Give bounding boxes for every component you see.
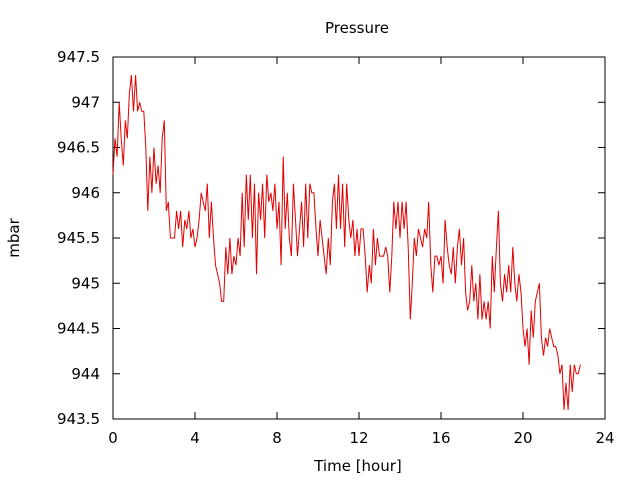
x-tick-label: 16: [431, 429, 450, 447]
x-tick-label: 0: [108, 429, 118, 447]
y-axis-label: mbar: [5, 217, 23, 257]
pressure-line: [112, 75, 581, 410]
x-tick-label: 20: [513, 429, 532, 447]
chart-title: Pressure: [325, 19, 389, 37]
y-tick-label: 945.5: [57, 229, 100, 247]
x-tick-label: 24: [595, 429, 614, 447]
y-tick-label: 943.5: [57, 410, 100, 428]
plot-area-frame: [112, 56, 606, 420]
x-tick-label: 8: [272, 429, 282, 447]
x-axis-label: Time [hour]: [313, 457, 402, 475]
y-tick-label: 944: [71, 365, 100, 383]
y-tick-label: 947.5: [57, 48, 100, 66]
y-tick-label: 944.5: [57, 320, 100, 338]
y-tick-label: 946.5: [57, 139, 100, 157]
x-tick-label: 4: [190, 429, 200, 447]
y-tick-label: 945: [71, 274, 100, 292]
y-tick-label: 946: [71, 184, 100, 202]
y-tick-label: 947: [71, 93, 100, 111]
x-tick-label: 12: [349, 429, 368, 447]
